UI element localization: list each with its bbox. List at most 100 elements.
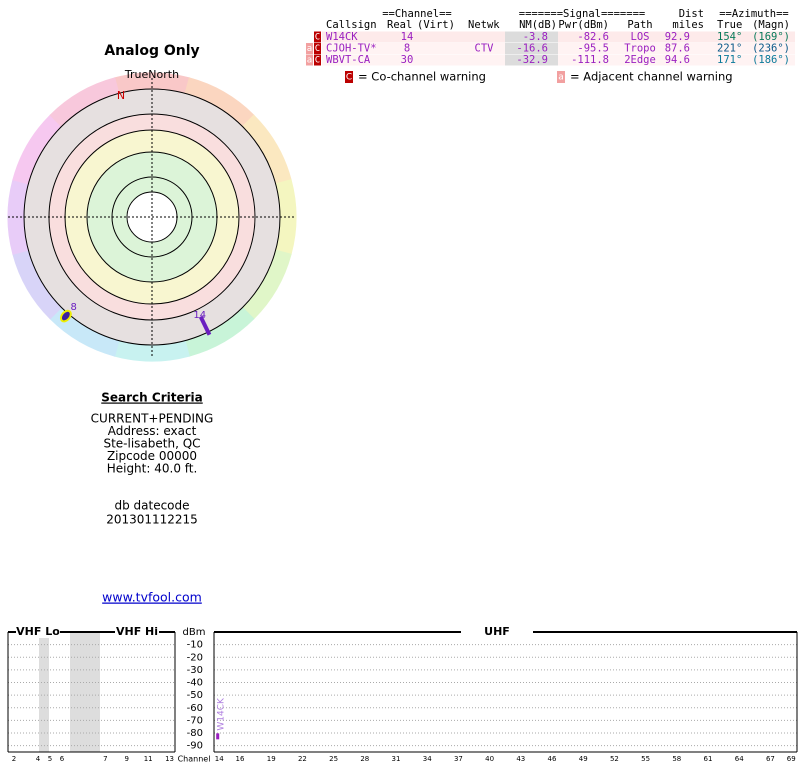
x-tick-label: 67	[766, 755, 775, 763]
section-bg	[461, 626, 533, 638]
cell: -16.6	[516, 43, 548, 55]
section-bg	[115, 626, 159, 638]
column-header: Pwr(dBm)	[558, 19, 609, 31]
cell: 8	[404, 43, 410, 55]
y-tick-label: -40	[187, 678, 203, 689]
section-label: VHF Hi	[116, 625, 158, 638]
spectrum: -10-20 -30 -40-50 -60-70 -80 -90 VHF Lo VHF Hi U…	[7, 625, 798, 764]
cell: 94.6	[665, 54, 690, 66]
column-header: Callsign	[326, 19, 377, 31]
gray-band	[39, 632, 49, 752]
nm-bg	[505, 54, 558, 66]
group-header: Dist	[679, 8, 704, 20]
north-mark: N	[117, 89, 125, 102]
row-bg	[322, 31, 795, 43]
x-tick-label: 13	[165, 755, 174, 763]
column-header: Path	[627, 19, 652, 31]
group-header: ==Azimuth==	[719, 8, 789, 20]
x-tick-label: 55	[641, 755, 650, 763]
cell: CTV	[475, 43, 495, 55]
x-tick-label: 14	[215, 755, 224, 763]
column-header: (Magn)	[752, 19, 790, 31]
cell: W14CK	[326, 31, 358, 43]
x-tick-label: 61	[704, 755, 713, 763]
x-tick-label: 31	[392, 755, 401, 763]
row-bg	[322, 54, 795, 66]
warning-code: C	[315, 44, 320, 54]
cell: (169°)	[752, 31, 790, 43]
x-tick-label: 5	[48, 755, 52, 763]
cell: (236°)	[752, 43, 790, 55]
cell: WBVT-CA	[326, 54, 371, 66]
warning-box	[306, 43, 313, 54]
warning-code: a	[307, 56, 312, 66]
y-axis-label: dBm	[183, 627, 206, 638]
x-tick-label: 52	[610, 755, 619, 763]
x-tick-label: 40	[485, 755, 494, 763]
y-tick-label: -60	[187, 703, 203, 714]
station-label: 14	[193, 310, 206, 321]
y-tick-label: -70	[187, 715, 203, 726]
x-tick-label: 58	[672, 755, 681, 763]
station-marker	[59, 309, 72, 323]
x-tick-label: 2	[12, 755, 16, 763]
search-line: Address: exact	[108, 424, 197, 438]
y-tick-label: -20	[187, 652, 203, 663]
signal-bar	[216, 733, 220, 740]
cell: 154°	[717, 31, 742, 43]
column-header: Real	[387, 19, 412, 31]
x-tick-label: 37	[454, 755, 463, 763]
column-header: NM(dB)	[519, 19, 557, 31]
cell: 221°	[717, 43, 742, 55]
nm-bg	[505, 43, 558, 54]
x-tick-label: 22	[298, 755, 307, 763]
site-link[interactable]: www.tvfool.com	[102, 590, 202, 605]
y-tick-label: -80	[187, 728, 203, 739]
warning-box	[306, 54, 313, 66]
search-line: CURRENT+PENDING	[91, 412, 214, 426]
x-tick-label: 34	[423, 755, 432, 763]
cell: 171°	[717, 54, 742, 66]
legend-code: a	[558, 73, 564, 83]
cell: -82.6	[577, 31, 609, 43]
cell: Tropo	[624, 43, 656, 55]
legend-box	[345, 71, 353, 83]
title: Analog Only	[104, 43, 199, 59]
x-tick-label: 19	[267, 755, 276, 763]
x-tick-label: 7	[103, 755, 107, 763]
table-header: ==Channel== =======Signal======= Dist ==…	[382, 8, 789, 20]
x-tick-label: 9	[125, 755, 129, 763]
x-tick-label: 6	[60, 755, 65, 763]
x-tick-label: 28	[360, 755, 369, 763]
cell: -95.5	[577, 43, 609, 55]
db-code: 201301112215	[106, 513, 198, 527]
gray-band	[70, 632, 100, 752]
bar-label: W14CK	[217, 697, 227, 731]
x-tick-label: 11	[144, 755, 153, 763]
warning-box	[314, 31, 321, 43]
nm-bg	[505, 31, 558, 43]
x-tick-label: 69	[787, 755, 796, 763]
cell: 30	[401, 54, 414, 66]
cell: -32.9	[516, 54, 548, 66]
cell: 2Edge	[624, 54, 656, 66]
search-line: Zipcode 00000	[107, 449, 197, 463]
cell: 14	[401, 31, 414, 43]
section-label: VHF Lo	[16, 625, 60, 638]
search-line: Ste-lisabeth, QC	[103, 437, 200, 451]
table: Callsign Real (Virt) Netwk NM(dB) Pwr(dBm) Pat…	[306, 19, 795, 66]
x-tick-label: 4	[36, 755, 41, 763]
x-tick-label: 16	[236, 755, 245, 763]
x-tick-label: 25	[329, 755, 338, 763]
y-tick-label: -90	[187, 741, 203, 752]
legend-box	[557, 71, 565, 83]
group-header: ==Channel==	[382, 8, 452, 20]
search-heading: Search Criteria	[101, 391, 202, 405]
station-marker	[198, 315, 212, 336]
x-axis-label: Channel	[178, 755, 211, 764]
x-tick-label: 46	[548, 755, 557, 763]
y-tick-label: -30	[187, 665, 203, 676]
cell: -3.8	[523, 31, 548, 43]
cell: CJOH-TV*	[326, 43, 377, 55]
